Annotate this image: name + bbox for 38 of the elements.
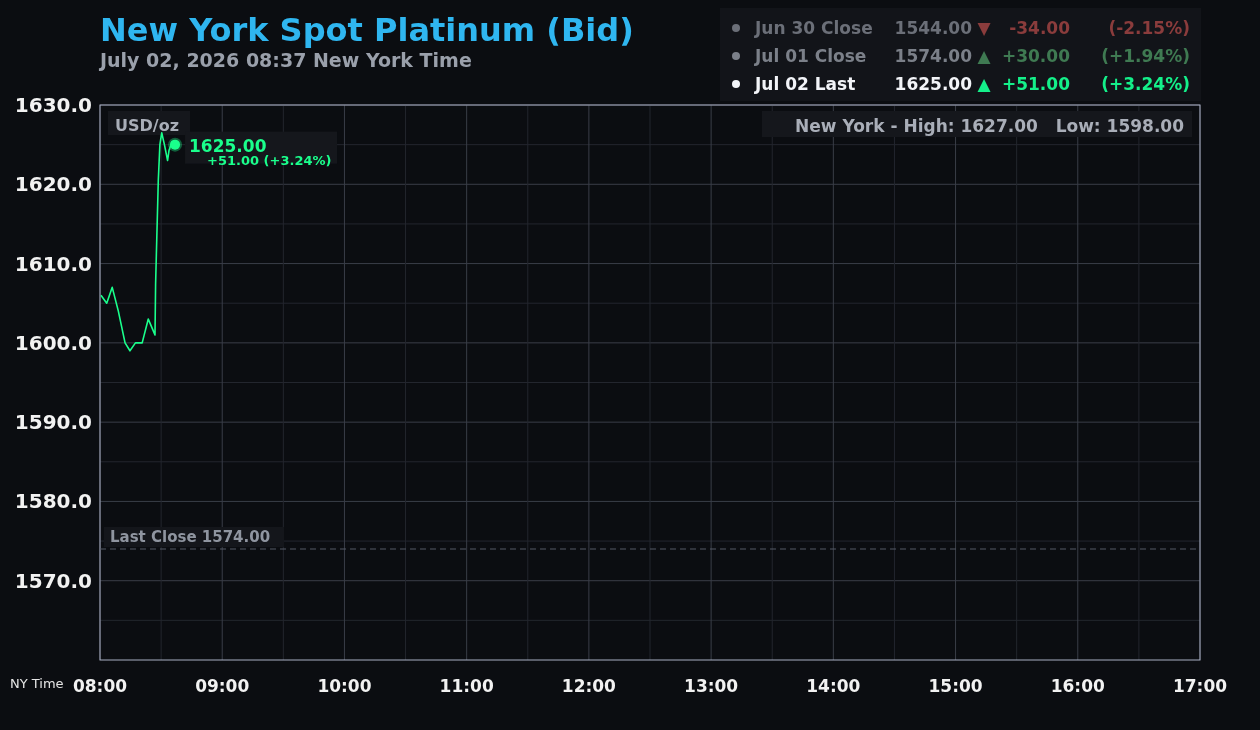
chart-subtitle: July 02, 2026 08:37 New York Time bbox=[98, 49, 472, 71]
y-tick-label: 1620.0 bbox=[14, 172, 92, 197]
x-tick-label: 09:00 bbox=[195, 676, 250, 696]
x-tick-label: 10:00 bbox=[317, 676, 372, 696]
text: 1574.00 bbox=[894, 46, 973, 66]
text: 1544.00 bbox=[894, 18, 973, 38]
text: 1625.00 bbox=[894, 74, 973, 94]
annotation: USD/oz bbox=[115, 116, 179, 135]
text: Jul 01 Close bbox=[754, 46, 867, 66]
y-tick-label: 1570.0 bbox=[14, 568, 92, 593]
ref-line-label: Last Close 1574.00 bbox=[110, 528, 271, 546]
x-tick-label: 13:00 bbox=[684, 676, 739, 696]
y-tick-label: 1580.0 bbox=[14, 489, 92, 514]
text: -34.00 bbox=[1009, 18, 1071, 38]
x-tick-label: 11:00 bbox=[439, 676, 494, 696]
text: ▼ bbox=[977, 18, 992, 38]
y-tick-label: 1610.0 bbox=[14, 251, 92, 276]
x-tick-label: 08:00 bbox=[72, 676, 128, 696]
annotation: New York - High: 1627.00 Low: 1598.00 bbox=[795, 116, 1185, 136]
text: (-2.15%) bbox=[1108, 18, 1190, 38]
x-axis-title: NY Time bbox=[10, 676, 64, 691]
x-tick-label: 12:00 bbox=[561, 676, 617, 696]
x-tick-label: 14:00 bbox=[806, 676, 861, 696]
text: +51.00 bbox=[1001, 74, 1071, 94]
text: ▲ bbox=[977, 46, 992, 66]
text: ▲ bbox=[977, 74, 992, 94]
text: Jun 30 Close bbox=[754, 18, 873, 38]
x-tick-label: 16:00 bbox=[1050, 676, 1105, 696]
text: Jul 02 Last bbox=[754, 74, 856, 94]
text: (+3.24%) bbox=[1101, 74, 1190, 94]
x-tick-label: 17:00 bbox=[1172, 676, 1228, 696]
y-tick-label: 1590.0 bbox=[14, 410, 92, 435]
chart-title: New York Spot Platinum (Bid) bbox=[100, 11, 634, 49]
text: +30.00 bbox=[1001, 46, 1071, 66]
x-tick-label: 15:00 bbox=[928, 676, 983, 696]
y-tick-label: 1630.0 bbox=[14, 93, 92, 117]
y-tick-label: 1600.0 bbox=[14, 330, 92, 355]
text: (+1.94%) bbox=[1101, 46, 1190, 66]
